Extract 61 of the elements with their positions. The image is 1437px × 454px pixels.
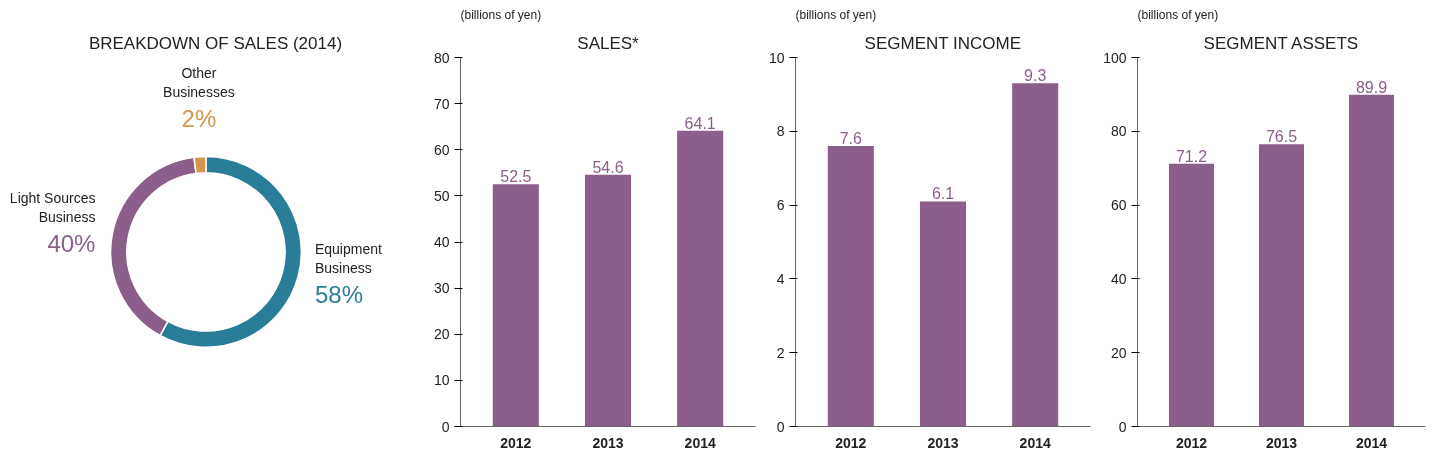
bar xyxy=(677,130,724,427)
y-tick-label: 2 xyxy=(776,344,785,361)
bar xyxy=(827,146,874,427)
slice-label: Other Businesses xyxy=(163,65,235,101)
x-tick-label: 2013 xyxy=(1265,434,1298,451)
y-tick-label: 40 xyxy=(433,234,450,250)
slice-label: Light Sources Business xyxy=(9,189,96,225)
y-tick-label: 40 xyxy=(1110,270,1127,287)
y-tick-label: 30 xyxy=(433,280,450,297)
y-tick-label: 50 xyxy=(433,187,450,204)
bar xyxy=(492,184,539,427)
y-tick-label: 8 xyxy=(776,123,785,140)
bar xyxy=(1012,83,1059,427)
y-tick-label: 100 xyxy=(1103,49,1127,66)
y-tick-label: 0 xyxy=(1118,418,1127,435)
y-tick-label: 80 xyxy=(1110,123,1127,140)
bar xyxy=(1349,94,1394,427)
data-label: 76.5 xyxy=(1265,128,1298,146)
y-tick-label: 4 xyxy=(776,270,785,287)
y-tick-label: 60 xyxy=(433,141,450,158)
bar xyxy=(1169,163,1214,427)
x-tick-label: 2012 xyxy=(835,434,867,451)
bar xyxy=(1259,144,1304,427)
data-label: 2% xyxy=(181,105,217,133)
x-tick-label: 2012 xyxy=(1175,434,1208,451)
chart-title: SALES* xyxy=(577,33,640,53)
slice-label: Equipment Business xyxy=(314,241,382,277)
x-tick-label: 2012 xyxy=(500,434,532,451)
chart-title: BREAKDOWN OF SALES (2014) xyxy=(88,33,343,53)
x-tick-label: 2014 xyxy=(1355,434,1388,451)
bar xyxy=(919,201,967,427)
data-label: 40% xyxy=(47,229,96,257)
chart-title: SEGMENT INCOME xyxy=(864,33,1022,53)
data-label: 71.2 xyxy=(1175,147,1208,165)
data-label: 52.5 xyxy=(500,168,532,186)
y-tick-label: 70 xyxy=(433,95,450,112)
y-tick-label: 0 xyxy=(776,418,785,435)
data-label: 9.3 xyxy=(1024,67,1047,85)
data-label: 58% xyxy=(314,281,363,309)
y-tick-label: 0 xyxy=(441,418,450,435)
y-tick-label: 60 xyxy=(1110,197,1127,214)
y-tick-label: 6 xyxy=(776,197,785,214)
x-tick-label: 2013 xyxy=(592,434,624,451)
data-label: 64.1 xyxy=(684,114,716,132)
chart-title: SEGMENT ASSETS xyxy=(1203,33,1359,53)
y-tick-label: 80 xyxy=(433,49,450,66)
x-tick-label: 2013 xyxy=(927,434,959,451)
y-tick-label: 10 xyxy=(433,372,450,389)
y-tick-label: 20 xyxy=(1110,344,1127,361)
y-tick-label: 10 xyxy=(768,49,785,66)
data-label: 6.1 xyxy=(931,185,955,203)
x-tick-label: 2014 xyxy=(1019,434,1051,451)
y-tick-label: 20 xyxy=(433,326,450,343)
data-label: 89.9 xyxy=(1355,78,1388,96)
data-label: 7.6 xyxy=(839,130,863,148)
x-tick-label: 2014 xyxy=(684,434,716,451)
y-axis-title: (billions of yen) xyxy=(460,7,542,22)
y-axis-title: (billions of yen) xyxy=(1137,7,1219,22)
bar xyxy=(584,174,632,427)
data-label: 54.6 xyxy=(592,158,624,176)
y-axis-title: (billions of yen) xyxy=(795,7,877,22)
